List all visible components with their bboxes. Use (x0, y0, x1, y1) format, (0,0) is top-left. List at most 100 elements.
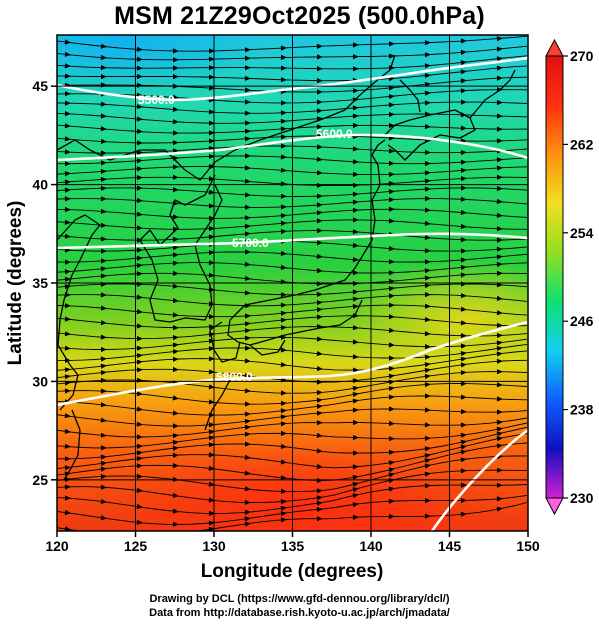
streamline-arrowhead (208, 481, 215, 487)
streamline-arrowhead (388, 197, 395, 203)
streamline-arrowhead (460, 272, 467, 278)
streamline-arrowhead (280, 228, 287, 235)
streamline-arrowhead (317, 66, 323, 72)
streamline-arrowhead (172, 140, 179, 146)
streamline-arrowhead (496, 185, 503, 192)
streamline-arrowhead (136, 247, 143, 253)
streamline-arrowhead (388, 394, 395, 400)
streamline-arrowhead (496, 138, 503, 144)
x-tick-label-120: 120 (45, 538, 69, 554)
streamline-arrowhead (100, 454, 107, 460)
streamline-arrowhead (460, 237, 467, 243)
streamline-arrowhead (209, 215, 215, 221)
streamline-arrowhead (64, 123, 71, 129)
streamline-arrowhead (64, 331, 71, 337)
streamline-arrowhead (352, 434, 359, 441)
streamline-arrowhead (100, 160, 107, 166)
streamline-arrowhead (208, 369, 215, 375)
contour-5900 (430, 428, 528, 531)
streamline-arrowhead (208, 153, 215, 159)
streamline-arrowhead (496, 261, 503, 267)
colorbar-tick-label-270: 270 (570, 48, 594, 64)
streamline-arrowhead (424, 248, 431, 254)
streamline-arrowhead (280, 347, 287, 353)
streamline-arrowhead (244, 499, 251, 505)
streamline-arrowhead (388, 386, 395, 392)
streamline-arrowhead (100, 292, 107, 298)
streamline-arrowhead (497, 482, 503, 488)
streamline-arrowhead (424, 435, 431, 441)
streamline-arrowhead (244, 275, 251, 281)
streamline-arrowhead (352, 159, 359, 165)
streamline-arrowhead (460, 351, 467, 357)
streamline-arrowhead (316, 210, 323, 216)
streamline-arrowhead (208, 250, 215, 256)
colorbar-tick-label-230: 230 (570, 490, 594, 506)
streamline-arrowhead (136, 225, 143, 231)
streamline-arrowhead (460, 362, 467, 368)
streamline-arrowhead (316, 477, 323, 483)
colorbar-tick-label-262: 262 (570, 136, 594, 152)
streamline-arrowhead (172, 119, 179, 125)
streamline-arrowhead (208, 272, 215, 278)
streamline-arrowhead (424, 453, 431, 459)
streamline-arrowhead (388, 111, 395, 118)
streamline-arrowhead (244, 328, 251, 334)
streamline-arrowhead (137, 434, 143, 440)
streamline-arrowhead (245, 153, 251, 159)
streamline-arrowhead (460, 432, 467, 438)
streamline-arrowhead (316, 193, 323, 199)
streamline-arrowhead (64, 413, 71, 419)
streamline-arrowhead (317, 516, 323, 522)
streamline-arrowhead (424, 178, 431, 184)
streamline-arrowhead (172, 245, 179, 251)
streamline-arrowhead (100, 176, 107, 183)
streamline-arrowhead (208, 176, 215, 182)
streamline-arrowhead (352, 487, 359, 493)
streamline-arrowhead (460, 49, 467, 55)
streamline-arrowhead (64, 465, 71, 471)
streamline-arrowhead (352, 398, 359, 404)
streamline-arrowhead (172, 106, 179, 112)
streamline-arrowhead (136, 421, 143, 427)
streamline-arrowhead (352, 378, 359, 384)
streamline-arrowhead (244, 178, 251, 184)
contour-label-5800: 5800.0 (216, 370, 253, 384)
streamline-arrowhead (461, 99, 467, 105)
contour-label-5700: 5700.0 (232, 236, 269, 250)
streamline-arrowhead (353, 367, 359, 373)
streamline-arrowhead (244, 486, 251, 492)
streamline-arrowhead (100, 370, 107, 376)
streamline-arrowhead (209, 65, 215, 71)
streamline-arrowhead (424, 422, 431, 428)
streamline-arrowhead (172, 130, 179, 136)
streamline-arrowhead (316, 99, 323, 105)
streamline-arrowhead (280, 134, 287, 140)
contour-5700 (57, 232, 528, 250)
streamline-arrowhead (460, 88, 467, 94)
x-axis-title: Longitude (degrees) (201, 561, 384, 582)
streamline-arrowhead (388, 467, 395, 473)
streamline-arrowhead (424, 354, 431, 360)
streamline-arrowhead (172, 463, 179, 469)
streamline-arrowhead (424, 63, 431, 69)
streamline-arrowhead (352, 281, 359, 287)
streamline-arrowhead (424, 316, 431, 323)
streamline-arrowhead (208, 234, 215, 240)
streamline-arrowhead (496, 346, 503, 352)
streamline-arrowhead (317, 420, 323, 426)
streamline-arrowhead (460, 176, 467, 182)
streamline-arrowhead (497, 409, 503, 415)
streamline-arrowhead (208, 56, 215, 62)
streamline-arrowhead (245, 65, 251, 71)
streamline-arrowhead (461, 497, 467, 504)
streamline-arrowhead (496, 419, 503, 425)
streamline-arrowhead (136, 359, 143, 365)
streamline-arrowhead (244, 136, 251, 142)
y-tick-label-30: 30 (32, 373, 48, 389)
streamline-arrowhead (244, 454, 251, 460)
streamline-arrowhead (100, 236, 107, 242)
x-tick-label-130: 130 (202, 538, 226, 554)
streamline-arrowhead (352, 88, 359, 94)
streamline-arrowhead (209, 48, 215, 54)
